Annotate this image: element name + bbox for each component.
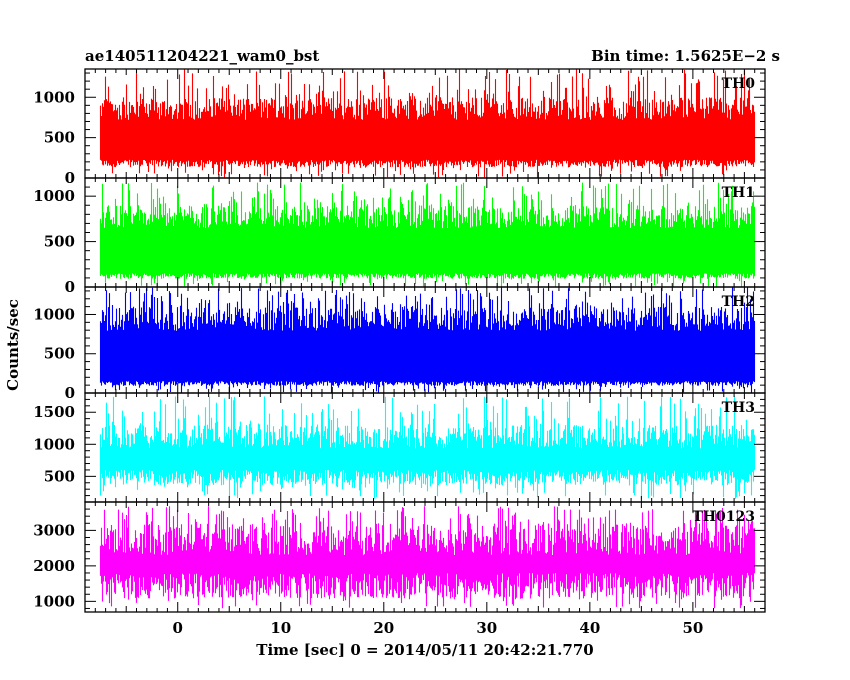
x-tick-label: 50 [682,619,703,637]
y-tick-label: 0 [65,169,75,187]
panel-th0123: TH0123 1000 2000 3000 0 10 20 30 40 50 [33,501,766,637]
panel-th3: TH3 500 1000 1500 [33,392,766,503]
y-tick-label: 2000 [33,557,75,575]
series-line-th3 [99,396,756,499]
panel-label-th0123: TH0123 [692,509,755,525]
bin-time-label: Bin time: 1.5625E−2 s [591,47,780,65]
x-tick-label: 30 [476,619,497,637]
y-tick-label: 1500 [33,403,75,421]
y-tick-label: 500 [44,129,75,147]
x-tick-label: 0 [173,619,183,637]
y-tick-label: 500 [44,233,75,251]
x-tick-label: 20 [373,619,394,637]
panels: TH005001000TH105001000TH205001000TH35001… [33,68,766,637]
y-tick-label: 1000 [33,305,75,323]
series-line-th0 [99,69,756,178]
y-tick-label: 1000 [33,187,75,205]
x-tick-label: 40 [579,619,600,637]
panel-label-th0: TH0 [722,76,756,92]
panel-label-th1: TH1 [722,185,755,201]
series-line-th0123 [99,506,756,609]
panel-th1: TH1 0 500 1000 [33,177,766,296]
panel-label-th3: TH3 [722,400,755,416]
y-tick-label: 3000 [33,521,75,539]
y-tick-label: 500 [44,345,75,363]
x-tick-label: 10 [270,619,291,637]
panel-label-th2: TH2 [722,294,755,310]
y-tick-label: 1000 [33,88,75,106]
y-tick-label: 0 [65,384,75,402]
y-tick-label: 1000 [33,592,75,610]
panel-th0: TH0 0 500 1000 [33,68,766,187]
series-line-th2 [99,287,756,393]
x-axis-title: Time [sec] 0 = 2014/05/11 20:42:21.770 [256,641,593,659]
y-tick-label: 0 [65,278,75,296]
panel-th2: TH2 0 500 1000 [33,286,766,402]
y-tick-label: 1000 [33,435,75,453]
y-axis-title: Counts/sec [4,299,22,391]
series-line-th1 [99,182,756,287]
chart-title: ae140511204221_wam0_bst [85,47,319,65]
y-tick-label: 500 [44,467,75,485]
